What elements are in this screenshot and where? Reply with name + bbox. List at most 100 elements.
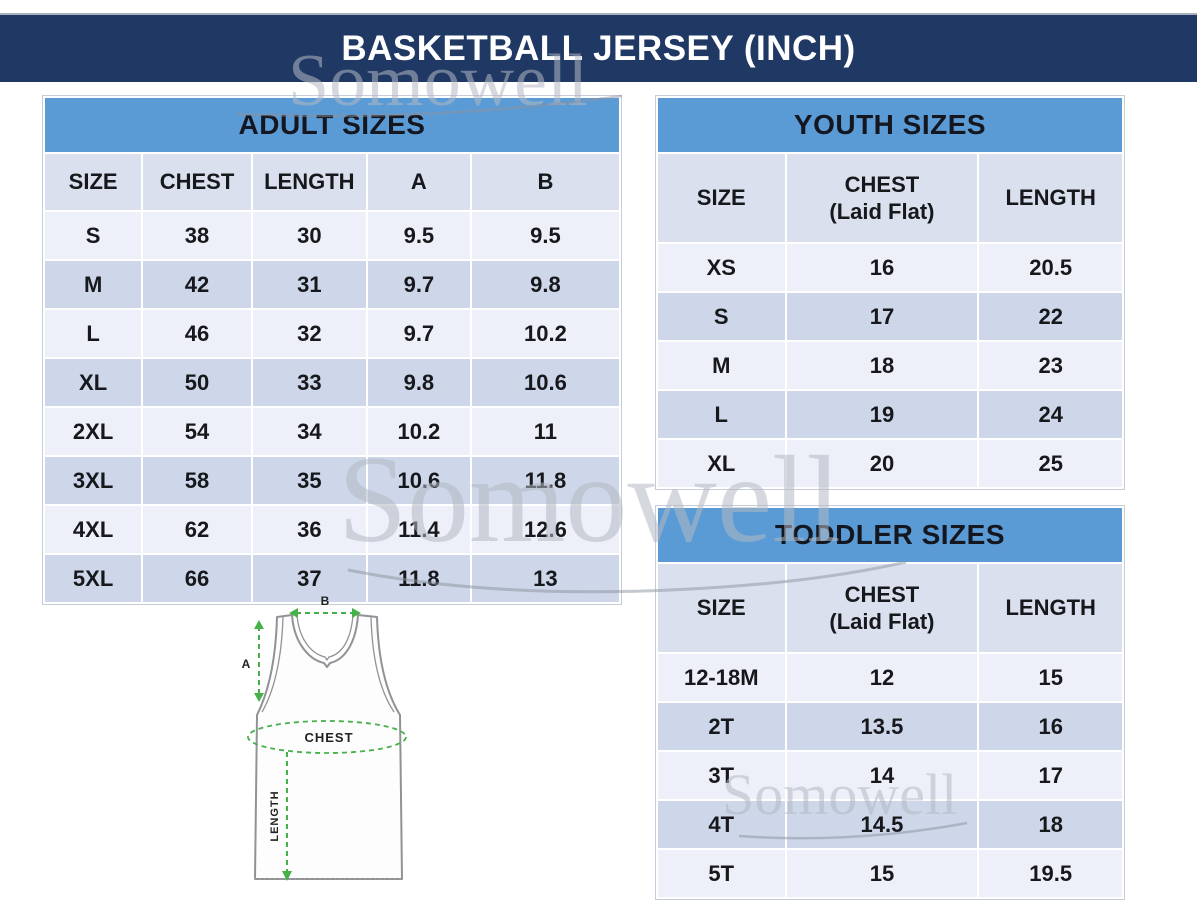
table-cell: 32 (252, 310, 366, 357)
b-arrowhead-left (289, 608, 298, 618)
table-row: 5T 15 19.5 (658, 850, 1122, 897)
column-header: LENGTH (252, 154, 366, 210)
table-cell: 20 (786, 440, 978, 487)
column-header: SIZE (658, 154, 785, 242)
table-cell: 4T (658, 801, 785, 848)
a-arrowhead-top (254, 620, 264, 629)
table-cell: 62 (143, 506, 251, 553)
table-cell: 10.6 (367, 457, 470, 504)
table-cell: 9.8 (471, 261, 619, 308)
table-cell: XS (658, 244, 785, 291)
table-cell: 18 (786, 342, 978, 389)
table-row: M 18 23 (658, 342, 1122, 389)
table-title: ADULT SIZES (45, 98, 619, 152)
table-cell: L (658, 391, 785, 438)
toddler-sizes-table-grid: TODDLER SIZES SIZE CHEST (Laid Flat) LENGTH… (655, 505, 1125, 900)
table-cell: 11 (471, 408, 619, 455)
table-cell: 36 (252, 506, 366, 553)
table-cell: 38 (143, 212, 251, 259)
length-arrowhead (282, 871, 292, 881)
table-cell: 3T (658, 752, 785, 799)
a-arrowhead-bottom (254, 693, 264, 702)
table-cell: 14 (786, 752, 978, 799)
a-label: A (242, 657, 251, 671)
table-cell: 12.6 (471, 506, 619, 553)
column-header: B (471, 154, 619, 210)
right-armhole-trim (370, 616, 395, 713)
left-armhole-trim (261, 616, 284, 713)
table-cell: 58 (143, 457, 251, 504)
table-cell: 2XL (45, 408, 142, 455)
table-cell: 15 (786, 850, 978, 897)
table-cell: 16 (979, 703, 1122, 750)
page-title: BASKETBALL JERSEY (INCH) (341, 28, 856, 68)
column-header: LENGTH (979, 564, 1122, 652)
table-cell: 35 (252, 457, 366, 504)
table-cell: 18 (979, 801, 1122, 848)
column-header: SIZE (658, 564, 785, 652)
table-row: 2XL 54 34 10.2 11 (45, 408, 619, 455)
table-cell: 25 (979, 440, 1122, 487)
adult-sizes-table: ADULT SIZES SIZE CHEST LENGTH A B S 38 30 9.5 9.5 M… (42, 95, 622, 605)
table-cell: 46 (143, 310, 251, 357)
table-row: L 46 32 9.7 10.2 (45, 310, 619, 357)
table-cell: 31 (252, 261, 366, 308)
table-row: 4T 14.5 18 (658, 801, 1122, 848)
table-cell: 33 (252, 359, 366, 406)
table-cell: XL (45, 359, 142, 406)
table-row: XL 20 25 (658, 440, 1122, 487)
table-cell: 13 (471, 555, 619, 602)
column-header: CHEST (Laid Flat) (786, 154, 978, 242)
table-cell: 12-18M (658, 654, 785, 701)
table-title: YOUTH SIZES (658, 98, 1122, 152)
table-row: 12-18M 12 15 (658, 654, 1122, 701)
b-label: B (321, 594, 330, 608)
table-cell: XL (658, 440, 785, 487)
table-cell: 24 (979, 391, 1122, 438)
table-row: S 17 22 (658, 293, 1122, 340)
table-row: 4XL 62 36 11.4 12.6 (45, 506, 619, 553)
table-cell: S (45, 212, 142, 259)
table-cell: 50 (143, 359, 251, 406)
table-cell: 23 (979, 342, 1122, 389)
table-cell: 34 (252, 408, 366, 455)
table-cell: 42 (143, 261, 251, 308)
table-row: XL 50 33 9.8 10.6 (45, 359, 619, 406)
table-cell: 15 (979, 654, 1122, 701)
table-cell: 16 (786, 244, 978, 291)
table-cell: 9.7 (367, 310, 470, 357)
table-cell: 10.2 (471, 310, 619, 357)
table-cell: 9.5 (471, 212, 619, 259)
table-row: XS 16 20.5 (658, 244, 1122, 291)
youth-sizes-table: YOUTH SIZES SIZE CHEST (Laid Flat) LENGTH XS… (655, 95, 1125, 490)
table-cell: 2T (658, 703, 785, 750)
length-label: LENGTH (269, 790, 281, 841)
table-cell: 5T (658, 850, 785, 897)
table-cell: 3XL (45, 457, 142, 504)
table-cell: 11.8 (471, 457, 619, 504)
table-cell: 13.5 (786, 703, 978, 750)
table-cell: 12 (786, 654, 978, 701)
chest-label: CHEST (304, 730, 353, 745)
table-cell: 9.5 (367, 212, 470, 259)
table-cell: 14.5 (786, 801, 978, 848)
table-row: 3XL 58 35 10.6 11.8 (45, 457, 619, 504)
table-cell: 30 (252, 212, 366, 259)
table-cell: 17 (979, 752, 1122, 799)
jersey-diagram-svg: B A CHEST LENGTH (242, 594, 407, 881)
table-cell: S (658, 293, 785, 340)
jersey-diagram: B A CHEST LENGTH (228, 594, 458, 894)
toddler-sizes-table: TODDLER SIZES SIZE CHEST (Laid Flat) LENGTH… (655, 505, 1125, 900)
table-cell: 54 (143, 408, 251, 455)
column-header: CHEST (143, 154, 251, 210)
adult-sizes-table-grid: ADULT SIZES SIZE CHEST LENGTH A B S 38 30 9.5 9.5 M… (42, 95, 622, 605)
table-cell: 17 (786, 293, 978, 340)
column-header: SIZE (45, 154, 142, 210)
title-bar: BASKETBALL JERSEY (INCH) (0, 13, 1197, 82)
table-row: 3T 14 17 (658, 752, 1122, 799)
table-cell: 5XL (45, 555, 142, 602)
table-cell: 10.6 (471, 359, 619, 406)
table-row: M 42 31 9.7 9.8 (45, 261, 619, 308)
table-cell: 37 (252, 555, 366, 602)
